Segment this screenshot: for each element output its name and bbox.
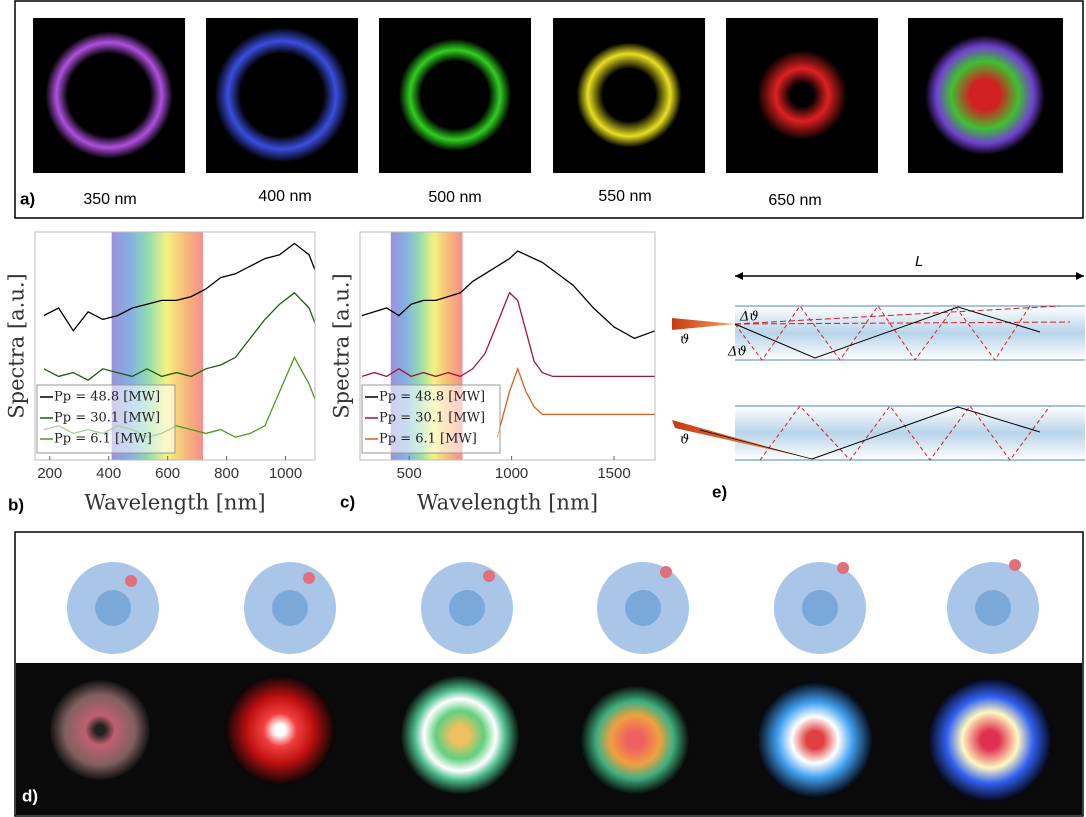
legend-label: Pp = 30.1 [MW] bbox=[379, 411, 485, 426]
wavelength-label: 650 nm bbox=[768, 192, 821, 209]
panel-label: d) bbox=[22, 786, 38, 805]
angle-label: ϑ bbox=[680, 433, 689, 448]
legend-box bbox=[36, 384, 176, 454]
plot-frame bbox=[359, 231, 656, 461]
panel-e-diagram bbox=[672, 272, 1085, 461]
legend-label: Pp = 48.8 [MW] bbox=[54, 390, 160, 405]
spectrum-line bbox=[361, 250, 656, 340]
x-tick-label: 1000 bbox=[495, 465, 528, 482]
panel-d-fibers bbox=[16, 559, 1082, 815]
spectrum-line bbox=[496, 366, 655, 438]
legend-label: Pp = 30.1 [MW] bbox=[54, 411, 160, 426]
legend-label: Pp = 48.8 [MW] bbox=[379, 390, 485, 405]
spectrum-line bbox=[43, 242, 316, 332]
wavelength-label: 350 nm bbox=[83, 191, 136, 208]
angle-label: Δϑ bbox=[739, 310, 759, 325]
spectrum-line bbox=[361, 291, 655, 378]
x-tick-label: 800 bbox=[214, 465, 239, 482]
x-axis-label: Wavelength [nm] bbox=[84, 491, 265, 515]
x-tick-label: 1000 bbox=[269, 465, 302, 482]
length-label: L bbox=[915, 253, 923, 270]
panel-label: e) bbox=[712, 482, 727, 501]
panel-label: c) bbox=[340, 492, 355, 511]
x-axis-label: Wavelength [nm] bbox=[417, 491, 598, 515]
angle-label: Δϑ bbox=[727, 345, 747, 360]
x-tick-label: 200 bbox=[37, 465, 62, 482]
wavelength-label: 550 nm bbox=[598, 188, 651, 205]
wavelength-label: 400 nm bbox=[258, 188, 311, 205]
legend-box bbox=[361, 384, 501, 454]
panel-label: a) bbox=[20, 189, 35, 208]
legend-label: Pp = 6.1 [MW] bbox=[379, 432, 477, 447]
y-axis-label: Spectra [a.u.] bbox=[330, 273, 354, 418]
legend-label: Pp = 6.1 [MW] bbox=[54, 432, 152, 447]
x-tick-label: 1500 bbox=[597, 465, 630, 482]
wavelength-label: 500 nm bbox=[428, 189, 481, 206]
x-tick-label: 500 bbox=[397, 465, 422, 482]
angle-label: ϑ bbox=[680, 333, 689, 348]
panel-a-frame bbox=[14, 0, 1084, 219]
panel-d-frame bbox=[14, 531, 1084, 817]
panel-a-images bbox=[33, 18, 1063, 173]
x-tick-label: 400 bbox=[96, 465, 121, 482]
panel-label: b) bbox=[8, 495, 24, 514]
y-axis-label: Spectra [a.u.] bbox=[5, 273, 29, 418]
x-tick-label: 600 bbox=[155, 465, 180, 482]
spectrum-line bbox=[43, 291, 316, 381]
plot-frame bbox=[34, 231, 316, 461]
